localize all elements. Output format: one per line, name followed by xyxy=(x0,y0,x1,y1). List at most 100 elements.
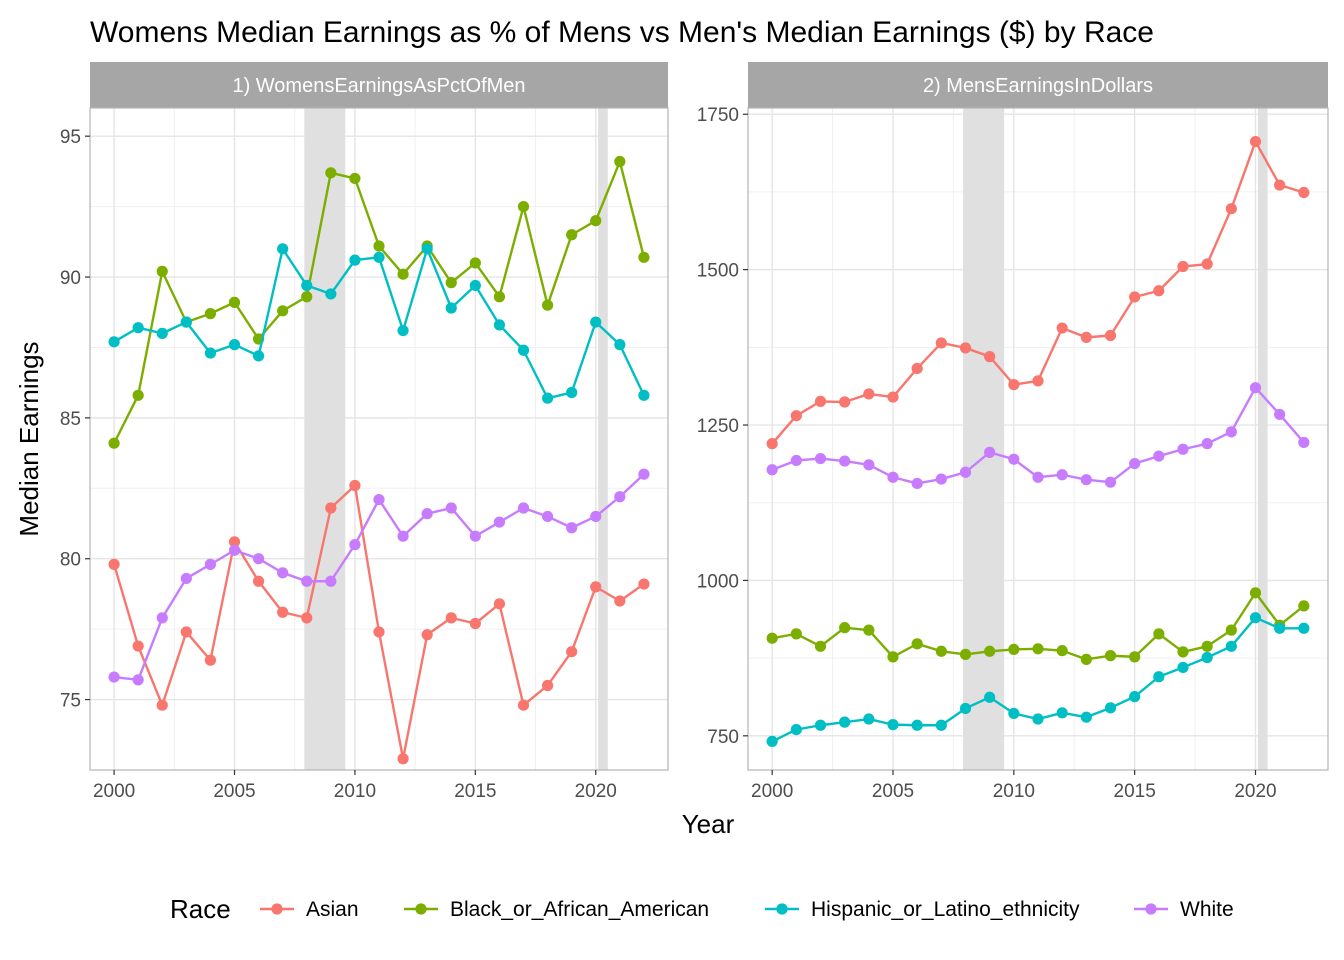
data-point-Black_or_African_American xyxy=(517,200,530,213)
data-point-White xyxy=(541,510,554,523)
series-line-Asian xyxy=(771,140,1305,445)
data-point-White xyxy=(590,510,602,523)
data-point-White xyxy=(445,502,457,514)
data-point-Hispanic_or_Latino_ethnicity xyxy=(1032,713,1044,725)
data-point-Hispanic_or_Latino_ethnicity xyxy=(469,279,481,292)
data-point-Asian xyxy=(1153,285,1165,297)
panel-border xyxy=(89,107,669,771)
data-point-Hispanic_or_Latino_ethnicity xyxy=(1056,707,1068,719)
data-point-White xyxy=(1274,408,1286,421)
data-point-White xyxy=(1225,426,1237,438)
data-point-Black_or_African_American xyxy=(1032,643,1044,655)
data-point-White xyxy=(1177,443,1189,455)
data-point-Asian xyxy=(517,699,530,711)
series-line-White xyxy=(771,386,1305,485)
recession-shade xyxy=(1257,108,1268,770)
data-point-Asian xyxy=(1104,329,1117,342)
x-tick-label: 2005 xyxy=(872,781,914,802)
data-point-White xyxy=(373,493,385,506)
series-line-Hispanic_or_Latino_ethnicity xyxy=(113,247,646,400)
data-point-Asian xyxy=(790,410,802,422)
data-point-White xyxy=(301,575,313,587)
data-point-Black_or_African_American xyxy=(1225,624,1237,636)
data-point-White xyxy=(1080,474,1092,486)
data-point-Asian xyxy=(814,395,827,407)
data-point-Black_or_African_American xyxy=(887,651,899,663)
data-point-Asian xyxy=(1129,291,1141,303)
data-point-White xyxy=(566,522,578,534)
data-point-Hispanic_or_Latino_ethnicity xyxy=(1274,622,1286,634)
data-point-Asian xyxy=(1225,203,1237,215)
data-point-Black_or_African_American xyxy=(984,645,996,657)
y-tick-label: 1000 xyxy=(697,571,739,592)
data-point-Black_or_African_American xyxy=(108,437,120,449)
data-point-White xyxy=(421,508,433,520)
data-point-Hispanic_or_Latino_ethnicity xyxy=(911,719,923,731)
data-point-Asian xyxy=(1201,258,1213,270)
data-point-Hispanic_or_Latino_ethnicity xyxy=(1225,640,1237,652)
data-point-Hispanic_or_Latino_ethnicity xyxy=(301,279,313,292)
data-point-Black_or_African_American xyxy=(935,645,947,657)
data-point-White xyxy=(1129,457,1141,470)
data-point-White xyxy=(887,471,899,483)
x-tick-label: 2000 xyxy=(93,781,135,802)
data-point-Asian xyxy=(1080,331,1092,343)
data-point-Asian xyxy=(156,699,168,711)
data-point-Asian xyxy=(1298,186,1310,199)
data-point-Black_or_African_American xyxy=(325,167,337,179)
data-point-Asian xyxy=(445,612,457,624)
data-point-Black_or_African_American xyxy=(590,215,602,227)
data-point-Asian xyxy=(1032,375,1044,387)
y-tick-label: 95 xyxy=(60,127,81,148)
data-point-Hispanic_or_Latino_ethnicity xyxy=(887,719,899,731)
data-point-Black_or_African_American xyxy=(1298,600,1310,612)
data-point-Hispanic_or_Latino_ethnicity xyxy=(638,389,650,401)
legend-key-point xyxy=(776,903,788,915)
data-point-Hispanic_or_Latino_ethnicity xyxy=(1008,707,1020,720)
data-point-White xyxy=(839,455,851,467)
data-point-Hispanic_or_Latino_ethnicity xyxy=(373,251,385,263)
data-point-Asian xyxy=(984,351,996,363)
data-point-Hispanic_or_Latino_ethnicity xyxy=(277,243,289,255)
data-point-White xyxy=(638,468,650,480)
data-point-Hispanic_or_Latino_ethnicity xyxy=(814,719,827,731)
y-axis-title: Median Earnings xyxy=(14,341,44,536)
data-point-Asian xyxy=(132,640,144,652)
x-tick-label: 2005 xyxy=(213,781,255,802)
data-point-Black_or_African_American xyxy=(766,632,778,644)
data-point-Black_or_African_American xyxy=(1129,651,1141,663)
x-tick-label: 2015 xyxy=(454,781,496,802)
data-point-Black_or_African_American xyxy=(959,648,972,660)
data-point-Hispanic_or_Latino_ethnicity xyxy=(1201,651,1213,664)
data-point-Hispanic_or_Latino_ethnicity xyxy=(1080,711,1092,723)
data-point-Black_or_African_American xyxy=(1080,653,1092,665)
data-point-Hispanic_or_Latino_ethnicity xyxy=(839,716,851,728)
data-point-Black_or_African_American xyxy=(1008,643,1020,656)
data-point-Black_or_African_American xyxy=(445,277,457,289)
data-point-White xyxy=(349,539,361,551)
data-point-White xyxy=(863,459,875,471)
data-point-Asian xyxy=(766,438,778,450)
data-point-Hispanic_or_Latino_ethnicity xyxy=(614,339,626,351)
data-point-White xyxy=(1153,450,1165,462)
data-point-Hispanic_or_Latino_ethnicity xyxy=(517,344,530,356)
data-point-White xyxy=(1298,436,1310,449)
data-point-Black_or_African_American xyxy=(911,638,923,650)
recession-shade xyxy=(963,108,1005,770)
y-tick-label: 750 xyxy=(707,727,739,748)
data-point-Black_or_African_American xyxy=(790,628,802,640)
legend-key-point xyxy=(415,903,427,915)
legend-label: Asian xyxy=(306,898,359,921)
data-point-Asian xyxy=(301,612,313,624)
data-point-Hispanic_or_Latino_ethnicity xyxy=(421,243,433,255)
legend-item: White xyxy=(1134,898,1234,921)
legend: Race Asian Black_or_African_American Hispa… xyxy=(170,894,1234,924)
data-point-Black_or_African_American xyxy=(373,240,385,252)
data-point-Hispanic_or_Latino_ethnicity xyxy=(790,723,802,736)
data-point-Hispanic_or_Latino_ethnicity xyxy=(252,350,265,362)
data-point-Hispanic_or_Latino_ethnicity xyxy=(1129,691,1141,703)
data-point-Asian xyxy=(493,598,506,610)
data-point-White xyxy=(984,446,996,458)
data-point-White xyxy=(959,466,972,478)
data-point-Hispanic_or_Latino_ethnicity xyxy=(204,347,217,359)
